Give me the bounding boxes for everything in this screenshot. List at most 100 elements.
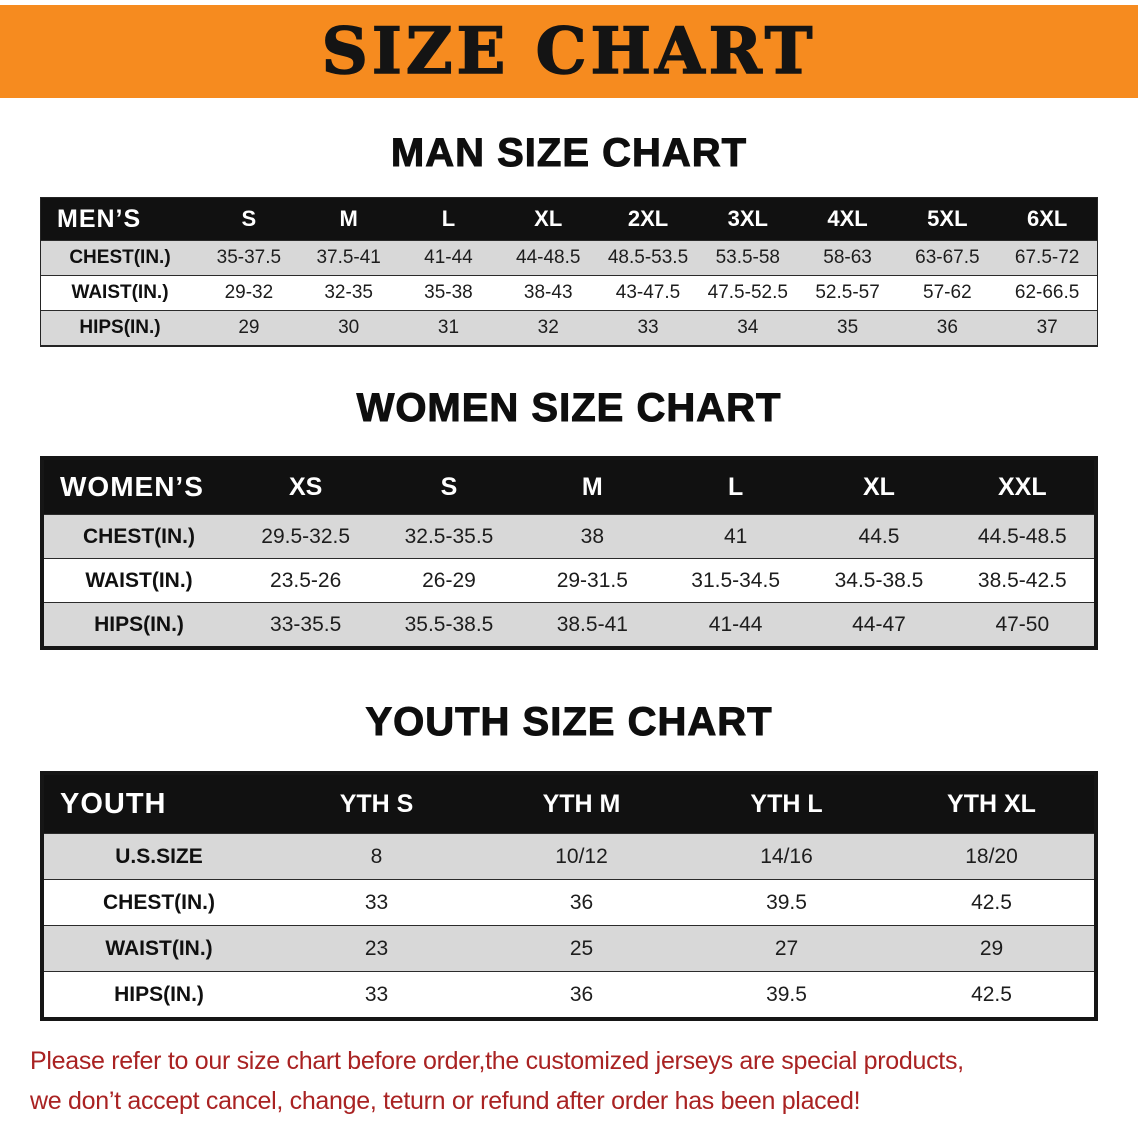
table-cell: 44-47: [852, 612, 906, 636]
table-cell: 30: [338, 317, 360, 338]
notice-line-2: we don’t accept cancel, change, teturn o…: [30, 1087, 861, 1115]
table-cell: 35: [837, 317, 859, 338]
column-header: S: [440, 472, 458, 501]
table-header-row: YOUTH YTH S YTH M YTH L YTH XL: [44, 775, 1094, 833]
table-cell: 31: [437, 317, 460, 338]
table-cell: 18/20: [965, 844, 1018, 868]
column-header: YTH XL: [947, 789, 1036, 818]
table-cell: 48.5-53.5: [607, 247, 689, 268]
table-cell: 38.5-42.5: [977, 568, 1067, 592]
size-chart-page: SIZE CHART MAN SIZE CHART MEN’S S M L XL 2XL 3…: [0, 5, 1138, 1121]
table-cell: 42.5: [971, 890, 1012, 914]
table-row: HIPS(IN.) 29 30 31 32 33 34 35 36 37: [41, 310, 1097, 345]
column-header: 6XL: [1026, 206, 1068, 231]
table-cell: 44-48.5: [516, 247, 581, 268]
table-cell: 26-29: [422, 568, 476, 592]
table-cell: 25: [569, 936, 594, 960]
row-label: CHEST(IN.): [69, 247, 171, 268]
corner-label: MEN’S: [57, 204, 142, 233]
table-row: WAIST(IN.) 23.5-26 26-29 29-31.5 31.5-34.5 34…: [44, 558, 1094, 602]
column-header: XS: [288, 472, 323, 501]
table-cell: 36: [569, 982, 594, 1006]
table-header-row: WOMEN’S XS S M L XL XXL: [44, 460, 1094, 514]
table-row: WAIST(IN.) 23 25 27 29: [44, 925, 1094, 971]
row-label: HIPS(IN.): [94, 612, 184, 636]
table-cell: 41-44: [424, 247, 473, 268]
row-label: CHEST(IN.): [103, 890, 215, 914]
row-label: HIPS(IN.): [79, 317, 161, 338]
table-cell: 44.5: [858, 524, 900, 548]
table-cell: 58-63: [823, 247, 872, 268]
banner: SIZE CHART: [0, 5, 1138, 98]
table-cell: 39.5: [766, 982, 807, 1006]
table-row: CHEST(IN.) 29.5-32.5 32.5-35.5 38 41 44.5 44.5…: [44, 514, 1094, 558]
row-label: WAIST(IN.): [71, 282, 169, 303]
table-cell: 8: [370, 844, 383, 868]
table-cell: 31.5-34.5: [691, 568, 781, 592]
table-cell: 35.5-38.5: [404, 612, 494, 636]
row-label: U.S.SIZE: [115, 844, 203, 868]
women-section-heading: WOMEN SIZE CHART: [356, 386, 782, 431]
table-cell: 29: [238, 317, 260, 338]
table-cell: 37.5-41: [316, 247, 381, 268]
men-section-heading: MAN SIZE CHART: [390, 131, 748, 176]
notice-line-1: Please refer to our size chart before or…: [30, 1047, 964, 1075]
table-cell: 47-50: [995, 612, 1050, 636]
youth-size-table: YOUTH YTH S YTH M YTH L YTH XL U.S.SIZE 8 10/12…: [40, 771, 1098, 1021]
youth-section-heading: YOUTH SIZE CHART: [365, 700, 773, 745]
table-row: CHEST(IN.) 35-37.5 37.5-41 41-44 44-48.5 48.5…: [41, 240, 1097, 275]
row-label: CHEST(IN.): [83, 524, 195, 548]
table-cell: 38-43: [523, 282, 573, 303]
column-header: 3XL: [727, 206, 768, 231]
table-cell: 38: [580, 524, 604, 548]
column-header: 4XL: [827, 206, 868, 231]
table-cell: 41-44: [708, 612, 763, 636]
column-header: XL: [534, 206, 563, 231]
row-label: WAIST(IN.): [85, 568, 193, 592]
column-header: XXL: [997, 472, 1047, 501]
table-cell: 67.5-72: [1014, 247, 1080, 268]
table-cell: 23: [364, 936, 389, 960]
page-title: SIZE CHART: [321, 13, 817, 90]
table-cell: 35-38: [424, 282, 473, 303]
table-cell: 39.5: [766, 890, 807, 914]
table-row: CHEST(IN.) 33 36 39.5 42.5: [44, 879, 1094, 925]
column-header: 2XL: [627, 206, 669, 231]
table-cell: 36: [569, 890, 594, 914]
table-cell: 29-31.5: [556, 568, 628, 592]
table-cell: 33: [364, 982, 389, 1006]
column-header: YTH M: [542, 789, 621, 818]
table-cell: 23.5-26: [270, 568, 342, 592]
column-header: 5XL: [927, 206, 968, 231]
row-label: HIPS(IN.): [114, 982, 204, 1006]
table-cell: 34: [737, 317, 759, 338]
table-cell: 36: [936, 317, 958, 338]
table-row: WAIST(IN.) 29-32 32-35 35-38 38-43 43-47.5 47.…: [41, 275, 1097, 310]
table-row: U.S.SIZE 8 10/12 14/16 18/20: [44, 833, 1094, 879]
column-header: YTH L: [750, 789, 823, 818]
corner-label: YOUTH: [60, 787, 167, 820]
table-cell: 14/16: [760, 844, 813, 868]
table-cell: 10/12: [555, 844, 608, 868]
column-header: XL: [863, 472, 895, 501]
table-cell: 37: [1036, 317, 1058, 338]
men-size-section: MAN SIZE CHART MEN’S S M L XL 2XL 3XL 4XL 5XL 6XL…: [0, 130, 1138, 347]
table-cell: 29.5-32.5: [261, 524, 351, 548]
table-row: HIPS(IN.) 33-35.5 35.5-38.5 38.5-41 41-44 44-…: [44, 602, 1094, 646]
table-cell: 42.5: [971, 982, 1012, 1006]
table-cell: 32.5-35.5: [404, 524, 494, 548]
column-header: S: [241, 206, 257, 231]
table-cell: 38.5-41: [556, 612, 628, 636]
table-cell: 47.5-52.5: [707, 282, 788, 303]
table-cell: 33: [364, 890, 389, 914]
table-cell: 57-62: [923, 282, 972, 303]
table-cell: 35-37.5: [216, 247, 282, 268]
table-header-row: MEN’S S M L XL 2XL 3XL 4XL 5XL 6XL: [41, 198, 1097, 240]
column-header: M: [581, 472, 603, 501]
column-header: L: [728, 472, 744, 501]
table-cell: 32: [537, 317, 559, 338]
table-cell: 27: [774, 936, 799, 960]
women-size-table: WOMEN’S XS S M L XL XXL CHEST(IN.) 29.5-32.5 32.5…: [40, 456, 1098, 650]
table-cell: 29-32: [224, 282, 274, 303]
table-cell: 52.5-57: [815, 282, 880, 303]
